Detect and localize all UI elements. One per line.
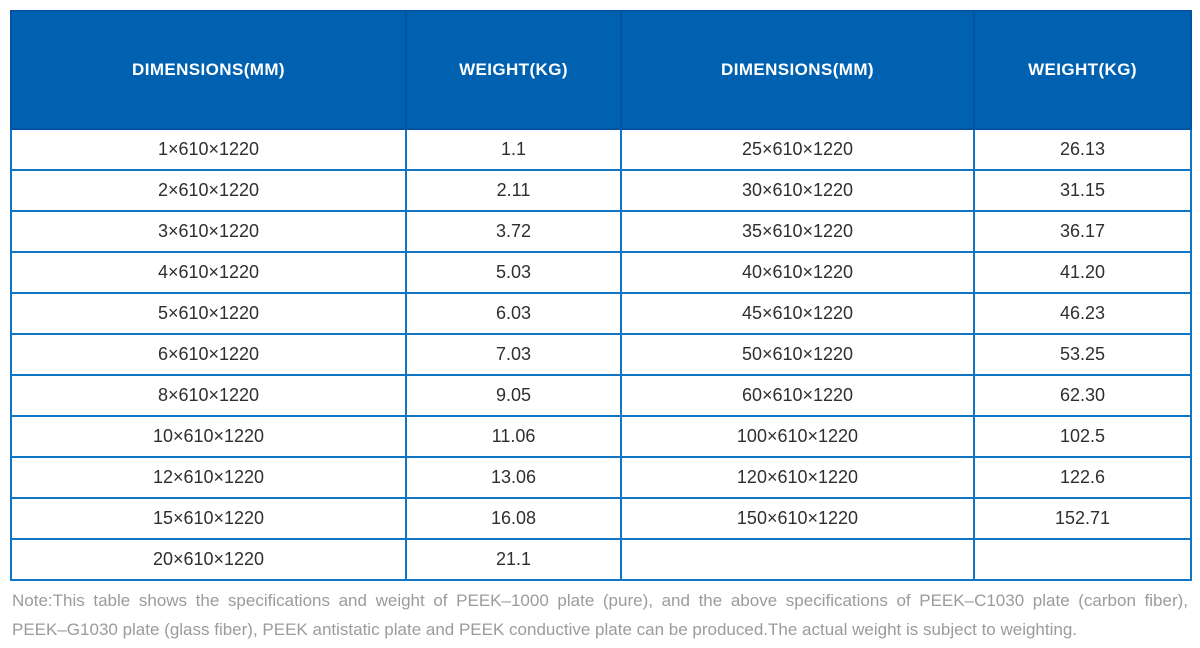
- weight-cell: 46.23: [973, 292, 1192, 335]
- weight-cell: 3.72: [405, 210, 622, 253]
- dimension-cell: 45×610×1220: [620, 292, 975, 335]
- dimension-cell: 12×610×1220: [10, 456, 407, 499]
- dimension-cell: 15×610×1220: [10, 497, 407, 540]
- dimension-cell: 100×610×1220: [620, 415, 975, 458]
- weight-cell: 26.13: [973, 128, 1192, 171]
- dimension-cell: 3×610×1220: [10, 210, 407, 253]
- weight-cell: 152.71: [973, 497, 1192, 540]
- dimension-cell: 1×610×1220: [10, 128, 407, 171]
- weight-cell: 6.03: [405, 292, 622, 335]
- weight-cell: 9.05: [405, 374, 622, 417]
- table-row: 12×610×1220 13.06 120×610×1220 122.6: [10, 456, 1192, 499]
- column-header-weight-left: WEIGHT(KG): [405, 10, 622, 130]
- dimension-cell: 20×610×1220: [10, 538, 407, 581]
- weight-cell: 5.03: [405, 251, 622, 294]
- weight-cell: 21.1: [405, 538, 622, 581]
- spec-table: DIMENSIONS(MM) WEIGHT(KG) DIMENSIONS(MM)…: [10, 10, 1192, 581]
- table-row: 2×610×1220 2.11 30×610×1220 31.15: [10, 169, 1192, 212]
- weight-cell: 31.15: [973, 169, 1192, 212]
- column-header-weight-right: WEIGHT(KG): [973, 10, 1192, 130]
- table-row: 6×610×1220 7.03 50×610×1220 53.25: [10, 333, 1192, 376]
- dimension-cell: 2×610×1220: [10, 169, 407, 212]
- table-row: 5×610×1220 6.03 45×610×1220 46.23: [10, 292, 1192, 335]
- dimension-cell: 120×610×1220: [620, 456, 975, 499]
- column-header-dimensions-right: DIMENSIONS(MM): [620, 10, 975, 130]
- note-text: Note:This table shows the specifications…: [12, 586, 1188, 644]
- dimension-cell: 150×610×1220: [620, 497, 975, 540]
- dimension-cell: 5×610×1220: [10, 292, 407, 335]
- dimension-cell: 30×610×1220: [620, 169, 975, 212]
- weight-cell: 16.08: [405, 497, 622, 540]
- dimension-cell: 10×610×1220: [10, 415, 407, 458]
- weight-cell: 1.1: [405, 128, 622, 171]
- dimension-cell: 25×610×1220: [620, 128, 975, 171]
- table-body: 1×610×1220 1.1 25×610×1220 26.13 2×610×1…: [10, 128, 1192, 581]
- dimension-cell: 60×610×1220: [620, 374, 975, 417]
- table-row: 1×610×1220 1.1 25×610×1220 26.13: [10, 128, 1192, 171]
- column-header-dimensions-left: DIMENSIONS(MM): [10, 10, 407, 130]
- weight-cell: 36.17: [973, 210, 1192, 253]
- table-header: DIMENSIONS(MM) WEIGHT(KG) DIMENSIONS(MM)…: [10, 10, 1192, 130]
- table-row: 15×610×1220 16.08 150×610×1220 152.71: [10, 497, 1192, 540]
- dimension-cell: [620, 538, 975, 581]
- dimension-cell: 40×610×1220: [620, 251, 975, 294]
- table-row: 3×610×1220 3.72 35×610×1220 36.17: [10, 210, 1192, 253]
- dimension-cell: 35×610×1220: [620, 210, 975, 253]
- dimension-cell: 6×610×1220: [10, 333, 407, 376]
- note-line-2: PEEK–G1030 plate (glass fiber), PEEK ant…: [12, 620, 1078, 639]
- dimension-cell: 4×610×1220: [10, 251, 407, 294]
- header-row: DIMENSIONS(MM) WEIGHT(KG) DIMENSIONS(MM)…: [10, 10, 1192, 130]
- weight-cell: 62.30: [973, 374, 1192, 417]
- weight-cell: 122.6: [973, 456, 1192, 499]
- weight-cell: 11.06: [405, 415, 622, 458]
- table-row: 20×610×1220 21.1: [10, 538, 1192, 581]
- weight-cell: 13.06: [405, 456, 622, 499]
- weight-cell: 7.03: [405, 333, 622, 376]
- table-row: 10×610×1220 11.06 100×610×1220 102.5: [10, 415, 1192, 458]
- dimension-cell: 8×610×1220: [10, 374, 407, 417]
- weight-cell: 41.20: [973, 251, 1192, 294]
- weight-cell: [973, 538, 1192, 581]
- dimension-cell: 50×610×1220: [620, 333, 975, 376]
- table-row: 8×610×1220 9.05 60×610×1220 62.30: [10, 374, 1192, 417]
- weight-cell: 102.5: [973, 415, 1192, 458]
- weight-cell: 2.11: [405, 169, 622, 212]
- note-line-1: Note:This table shows the specifications…: [12, 591, 1188, 610]
- table-row: 4×610×1220 5.03 40×610×1220 41.20: [10, 251, 1192, 294]
- weight-cell: 53.25: [973, 333, 1192, 376]
